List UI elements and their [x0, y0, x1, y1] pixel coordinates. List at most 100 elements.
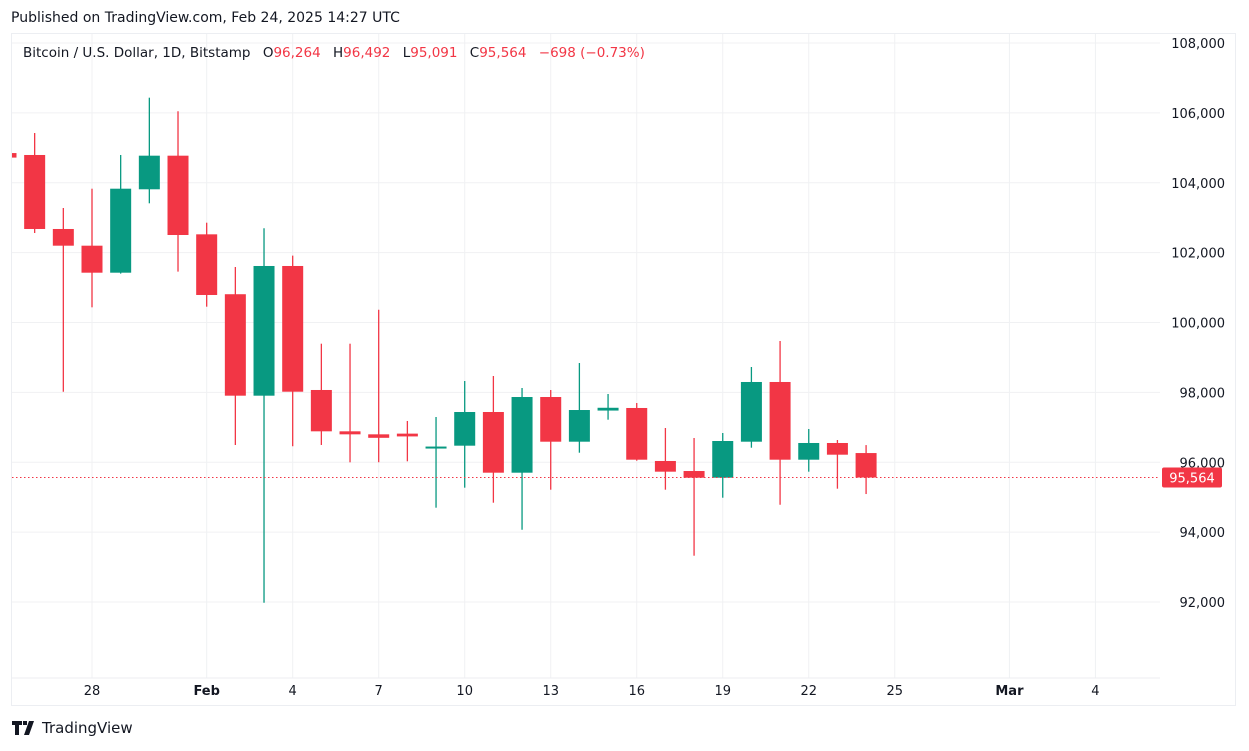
published-caption: Published on TradingView.com, Feb 24, 20…: [11, 10, 400, 26]
tradingview-logo[interactable]: TradingView: [12, 719, 133, 737]
candle[interactable]: [683, 437, 705, 556]
price-tick-label: 102,000: [1171, 247, 1225, 262]
candle[interactable]: [511, 387, 533, 530]
candle-body: [740, 381, 762, 442]
time-tick-label: 16: [628, 684, 645, 699]
price-tick-label: 92,000: [1180, 596, 1226, 611]
candle-body: [253, 265, 275, 396]
candle[interactable]: [769, 341, 791, 505]
time-tick-label: 25: [886, 684, 903, 699]
price-tick-label: 106,000: [1171, 107, 1225, 122]
time-tick-label: 19: [714, 684, 731, 699]
candle[interactable]: [167, 111, 189, 272]
candle-body: [339, 431, 361, 435]
brand-name: TradingView: [42, 719, 133, 737]
candle-body: [826, 442, 848, 455]
price-tick-label: 104,000: [1171, 177, 1225, 192]
candle-body: [282, 265, 304, 392]
candle[interactable]: [712, 433, 734, 498]
candle[interactable]: [597, 394, 619, 420]
candle-body: [654, 460, 676, 472]
candle-body: [81, 245, 103, 273]
candle-body: [12, 153, 17, 158]
candle[interactable]: [826, 439, 848, 489]
time-tick-label: Feb: [193, 684, 219, 699]
candle[interactable]: [310, 343, 332, 445]
candle-body: [798, 442, 820, 460]
candle[interactable]: [224, 267, 246, 445]
time-tick-label: 22: [800, 684, 817, 699]
candle[interactable]: [81, 188, 103, 308]
candle-body: [196, 234, 218, 295]
candle[interactable]: [253, 228, 275, 603]
candles: [0, 97, 1160, 603]
time-axis: 28 Feb 4 7 10 13 16 19 22 25 Mar 4: [12, 677, 1160, 699]
chart-frame: [11, 33, 1236, 706]
candle-body: [167, 155, 189, 235]
candle-body: [396, 433, 418, 437]
open-value: 96,264: [273, 45, 321, 61]
candle[interactable]: [52, 207, 74, 392]
price-tick-label: 100,000: [1171, 317, 1225, 332]
price-tick-label: 94,000: [1180, 526, 1226, 541]
candle[interactable]: [138, 97, 160, 204]
time-tick-label: 28: [84, 684, 101, 699]
candle-body: [482, 412, 504, 473]
symbol-title: Bitcoin / U.S. Dollar, 1D, Bitstamp: [23, 45, 251, 61]
candle[interactable]: [626, 402, 648, 461]
candle[interactable]: [798, 428, 820, 472]
candle[interactable]: [855, 445, 877, 495]
candle-body: [712, 441, 734, 478]
time-tick-label: 7: [375, 684, 383, 699]
grid: [12, 34, 1160, 678]
candle-body: [52, 228, 74, 246]
candle[interactable]: [740, 366, 762, 448]
candle-body: [683, 471, 705, 478]
candle[interactable]: [482, 376, 504, 503]
candle-body: [568, 410, 590, 442]
candle-body: [368, 434, 390, 438]
close-value: 95,564: [479, 45, 527, 61]
candle[interactable]: [196, 222, 218, 307]
candle-body: [224, 294, 246, 396]
time-tick-label: 10: [456, 684, 473, 699]
time-tick-label: Mar: [995, 684, 1024, 699]
price-tick-label: 108,000: [1171, 37, 1225, 52]
last-price-label: 95,564: [1169, 472, 1215, 487]
close-label: C: [469, 45, 480, 61]
candle-body: [540, 397, 562, 442]
candle-body: [769, 381, 791, 460]
low-value: 95,091: [410, 45, 458, 61]
open-label: O: [262, 45, 274, 61]
candle-body: [24, 154, 46, 229]
candle-body: [855, 453, 877, 478]
candle-body: [110, 188, 132, 273]
price-tick-label: 98,000: [1180, 386, 1226, 401]
candle[interactable]: [0, 153, 17, 158]
candle[interactable]: [24, 133, 46, 234]
candle[interactable]: [339, 343, 361, 463]
candle[interactable]: [654, 428, 676, 490]
tradingview-logo-icon: [12, 721, 34, 735]
time-tick-label: 4: [1091, 684, 1099, 699]
candle[interactable]: [282, 255, 304, 447]
candle-body: [310, 389, 332, 432]
candle[interactable]: [454, 381, 476, 488]
last-price-badge: [1162, 467, 1222, 488]
candle-body: [454, 412, 476, 446]
candle[interactable]: [425, 416, 447, 508]
candle-body: [425, 446, 447, 449]
time-tick-label: 13: [542, 684, 559, 699]
candle[interactable]: [396, 420, 418, 462]
candle[interactable]: [368, 309, 390, 463]
low-label: L: [402, 45, 411, 61]
candle-body: [511, 397, 533, 473]
candle[interactable]: [110, 154, 132, 274]
symbol-legend: Bitcoin / U.S. Dollar, 1D, Bitstamp O96,…: [23, 45, 645, 61]
candle[interactable]: [540, 389, 562, 490]
candle-body: [626, 407, 648, 460]
change-value: −698 (−0.73%): [538, 45, 645, 61]
price-axis: 108,000 106,000 104,000 102,000 100,000 98,00…: [1162, 37, 1225, 611]
candle[interactable]: [568, 363, 590, 453]
